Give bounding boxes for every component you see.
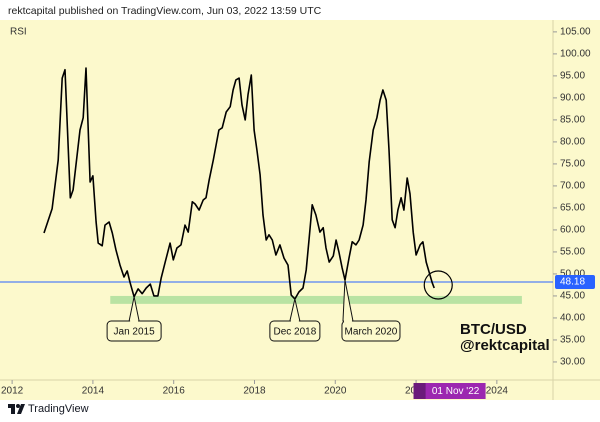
- callout-label: Jan 2015: [114, 327, 156, 338]
- support-band: [110, 295, 522, 304]
- footer: TradingView: [28, 403, 89, 415]
- tradingview-logo: [8, 404, 25, 414]
- y-tick-label: 40.00: [560, 313, 585, 324]
- x-tick-label: 2024: [486, 386, 509, 397]
- highlight-circle: [423, 270, 453, 300]
- y-tick-label: 75.00: [560, 159, 585, 170]
- y-tick-label: 45.00: [560, 291, 585, 302]
- y-tick-label: 35.00: [560, 335, 585, 346]
- x-tick-label: 2012: [1, 386, 24, 397]
- series-label: RSI: [10, 27, 27, 38]
- header: rektcapital published on TradingView.com…: [8, 5, 322, 17]
- y-tick-label: 55.00: [560, 247, 585, 258]
- y-tick-label: 30.00: [560, 357, 585, 368]
- price-label-bg: [555, 274, 595, 289]
- cursor-label-side: [413, 383, 426, 399]
- price-label: 48.18: [560, 277, 585, 288]
- callout-label: Dec 2018: [273, 327, 316, 338]
- x-tick-label: 2014: [82, 386, 105, 397]
- callout-label: March 2020: [345, 327, 398, 338]
- watermark: BTC/USD: [460, 321, 527, 338]
- watermark: @rektcapital: [460, 337, 550, 354]
- y-tick-label: 85.00: [560, 115, 585, 126]
- y-tick-label: 90.00: [560, 93, 585, 104]
- cursor-label-bg: [413, 383, 486, 399]
- y-tick-label: 70.00: [560, 181, 585, 192]
- y-tick-label: 50.00: [560, 269, 585, 280]
- y-tick-label: 60.00: [560, 225, 585, 236]
- y-tick-label: 80.00: [560, 137, 585, 148]
- rsi-line: [43, 67, 435, 300]
- y-tick-label: 100.00: [560, 49, 591, 60]
- x-tick-label: 2016: [163, 386, 186, 397]
- callout-box: [341, 320, 401, 342]
- cursor-label: 01 Nov '22: [432, 386, 480, 397]
- x-tick-label: 2020: [324, 386, 347, 397]
- y-tick-label: 95.00: [560, 71, 585, 82]
- x-tick-label: 2018: [243, 386, 266, 397]
- y-tick-label: 65.00: [560, 203, 585, 214]
- y-tick-label: 105.00: [560, 27, 591, 38]
